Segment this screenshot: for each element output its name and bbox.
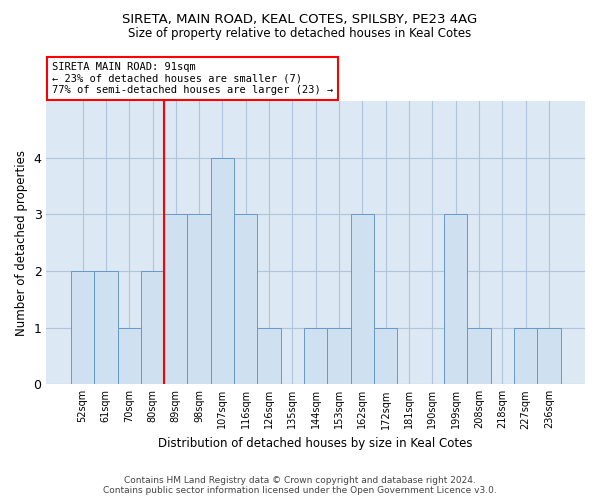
Bar: [537, 328, 560, 384]
Bar: [187, 214, 211, 384]
Bar: [234, 214, 257, 384]
Bar: [374, 328, 397, 384]
Bar: [514, 328, 537, 384]
Text: Contains HM Land Registry data © Crown copyright and database right 2024.
Contai: Contains HM Land Registry data © Crown c…: [103, 476, 497, 495]
Bar: [350, 214, 374, 384]
Bar: [211, 158, 234, 384]
X-axis label: Distribution of detached houses by size in Keal Cotes: Distribution of detached houses by size …: [158, 437, 473, 450]
Bar: [141, 271, 164, 384]
Bar: [444, 214, 467, 384]
Bar: [71, 271, 94, 384]
Text: SIRETA MAIN ROAD: 91sqm
← 23% of detached houses are smaller (7)
77% of semi-det: SIRETA MAIN ROAD: 91sqm ← 23% of detache…: [52, 62, 333, 95]
Bar: [328, 328, 350, 384]
Text: SIRETA, MAIN ROAD, KEAL COTES, SPILSBY, PE23 4AG: SIRETA, MAIN ROAD, KEAL COTES, SPILSBY, …: [122, 12, 478, 26]
Bar: [257, 328, 281, 384]
Text: Size of property relative to detached houses in Keal Cotes: Size of property relative to detached ho…: [128, 28, 472, 40]
Bar: [467, 328, 491, 384]
Bar: [164, 214, 187, 384]
Bar: [94, 271, 118, 384]
Bar: [118, 328, 141, 384]
Bar: [304, 328, 328, 384]
Y-axis label: Number of detached properties: Number of detached properties: [15, 150, 28, 336]
